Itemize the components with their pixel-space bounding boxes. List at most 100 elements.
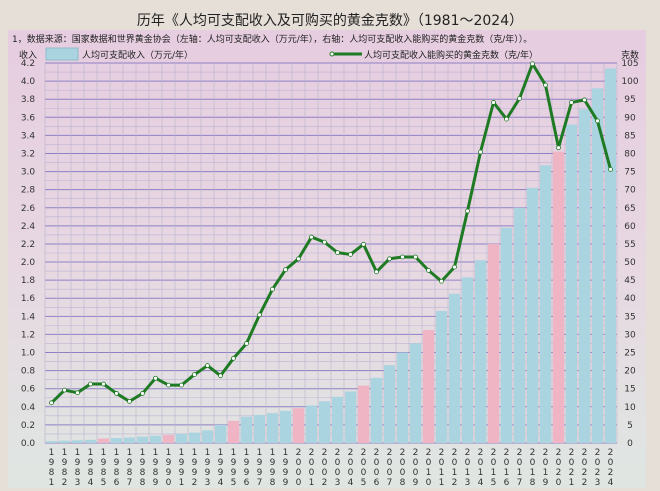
bar-2010 xyxy=(423,329,434,443)
right-tick-label: 90 xyxy=(624,113,636,123)
point-2004 xyxy=(348,252,353,257)
left-tick-label: 2.8 xyxy=(21,186,36,196)
point-2021 xyxy=(569,100,574,105)
right-tick-label: 105 xyxy=(621,59,638,69)
bar-1983 xyxy=(72,440,83,443)
left-tick-label: 1.6 xyxy=(21,294,36,304)
legend-bar-swatch xyxy=(45,47,79,61)
bar-2018 xyxy=(527,187,538,443)
chart-note: 1，数据来源：国家数据和世界黄金协会（左轴：人均可支配收入（万元/年），右轴：人… xyxy=(12,33,532,45)
point-1996 xyxy=(244,341,249,346)
gold-grams-line xyxy=(50,62,612,404)
point-1986 xyxy=(114,391,119,396)
left-tick-label: 1.8 xyxy=(21,276,36,286)
right-tick-label: 50 xyxy=(624,258,636,268)
left-tick-label: 4.2 xyxy=(21,59,35,69)
bar-2013 xyxy=(462,277,473,443)
left-tick-label: 1.0 xyxy=(21,349,36,359)
bar-2023 xyxy=(592,88,603,443)
bar-2002 xyxy=(319,401,330,443)
point-1988 xyxy=(140,391,145,396)
point-1985 xyxy=(101,381,106,387)
bar-2008 xyxy=(397,352,408,443)
left-tick-label: 2.2 xyxy=(21,240,35,250)
bar-1998 xyxy=(267,413,278,443)
legend-line-marker xyxy=(329,51,335,57)
point-2008 xyxy=(400,254,405,260)
bar-2016 xyxy=(501,227,512,443)
bar-2009 xyxy=(410,343,421,443)
point-1981 xyxy=(49,400,54,406)
bar-1982 xyxy=(59,440,70,443)
right-tick-label: 55 xyxy=(624,240,635,250)
bar-1992 xyxy=(189,432,200,443)
right-tick-label: 20 xyxy=(624,367,636,377)
legend-bar-label: 人均可支配收入（万元/年） xyxy=(82,49,193,61)
point-2018 xyxy=(530,61,535,67)
bar-1993 xyxy=(202,430,213,443)
right-tick-label: 40 xyxy=(624,294,636,304)
right-tick-label: 60 xyxy=(624,222,636,232)
point-2022 xyxy=(582,97,587,103)
left-tick-label: 2.0 xyxy=(21,258,36,268)
left-tick-label: 3.8 xyxy=(21,95,36,105)
point-2001 xyxy=(309,234,314,240)
bar-2004 xyxy=(345,391,356,443)
point-2007 xyxy=(387,256,392,262)
point-1989 xyxy=(153,375,158,381)
point-2014 xyxy=(478,149,483,155)
right-tick-label: 80 xyxy=(624,149,636,159)
right-tick-label: 100 xyxy=(621,77,638,87)
bar-1994 xyxy=(215,424,226,443)
point-1994 xyxy=(218,373,223,379)
bar-2012 xyxy=(449,293,460,443)
bar-2020 xyxy=(553,151,564,443)
right-tick-label: 10 xyxy=(624,403,636,413)
bar-1984 xyxy=(85,439,96,443)
bar-1996 xyxy=(241,416,252,443)
bar-1995 xyxy=(228,420,239,443)
bar-1981 xyxy=(46,441,57,443)
left-tick-label: 0.0 xyxy=(21,439,36,449)
bar-1989 xyxy=(150,435,161,443)
right-tick-label: 45 xyxy=(624,276,635,286)
point-2002 xyxy=(322,239,327,245)
left-tick-label: 1.4 xyxy=(21,312,36,322)
left-tick-label: 0.8 xyxy=(21,367,36,377)
point-2010 xyxy=(426,267,431,273)
point-2017 xyxy=(517,96,522,101)
point-1987 xyxy=(127,398,132,404)
point-2015 xyxy=(491,100,496,105)
right-tick-label: 25 xyxy=(624,349,635,359)
left-tick-label: 0.6 xyxy=(21,385,36,395)
point-1983 xyxy=(75,390,80,396)
point-2020 xyxy=(556,145,561,151)
left-tick-label: 2.4 xyxy=(21,222,36,232)
point-1990 xyxy=(166,382,171,388)
